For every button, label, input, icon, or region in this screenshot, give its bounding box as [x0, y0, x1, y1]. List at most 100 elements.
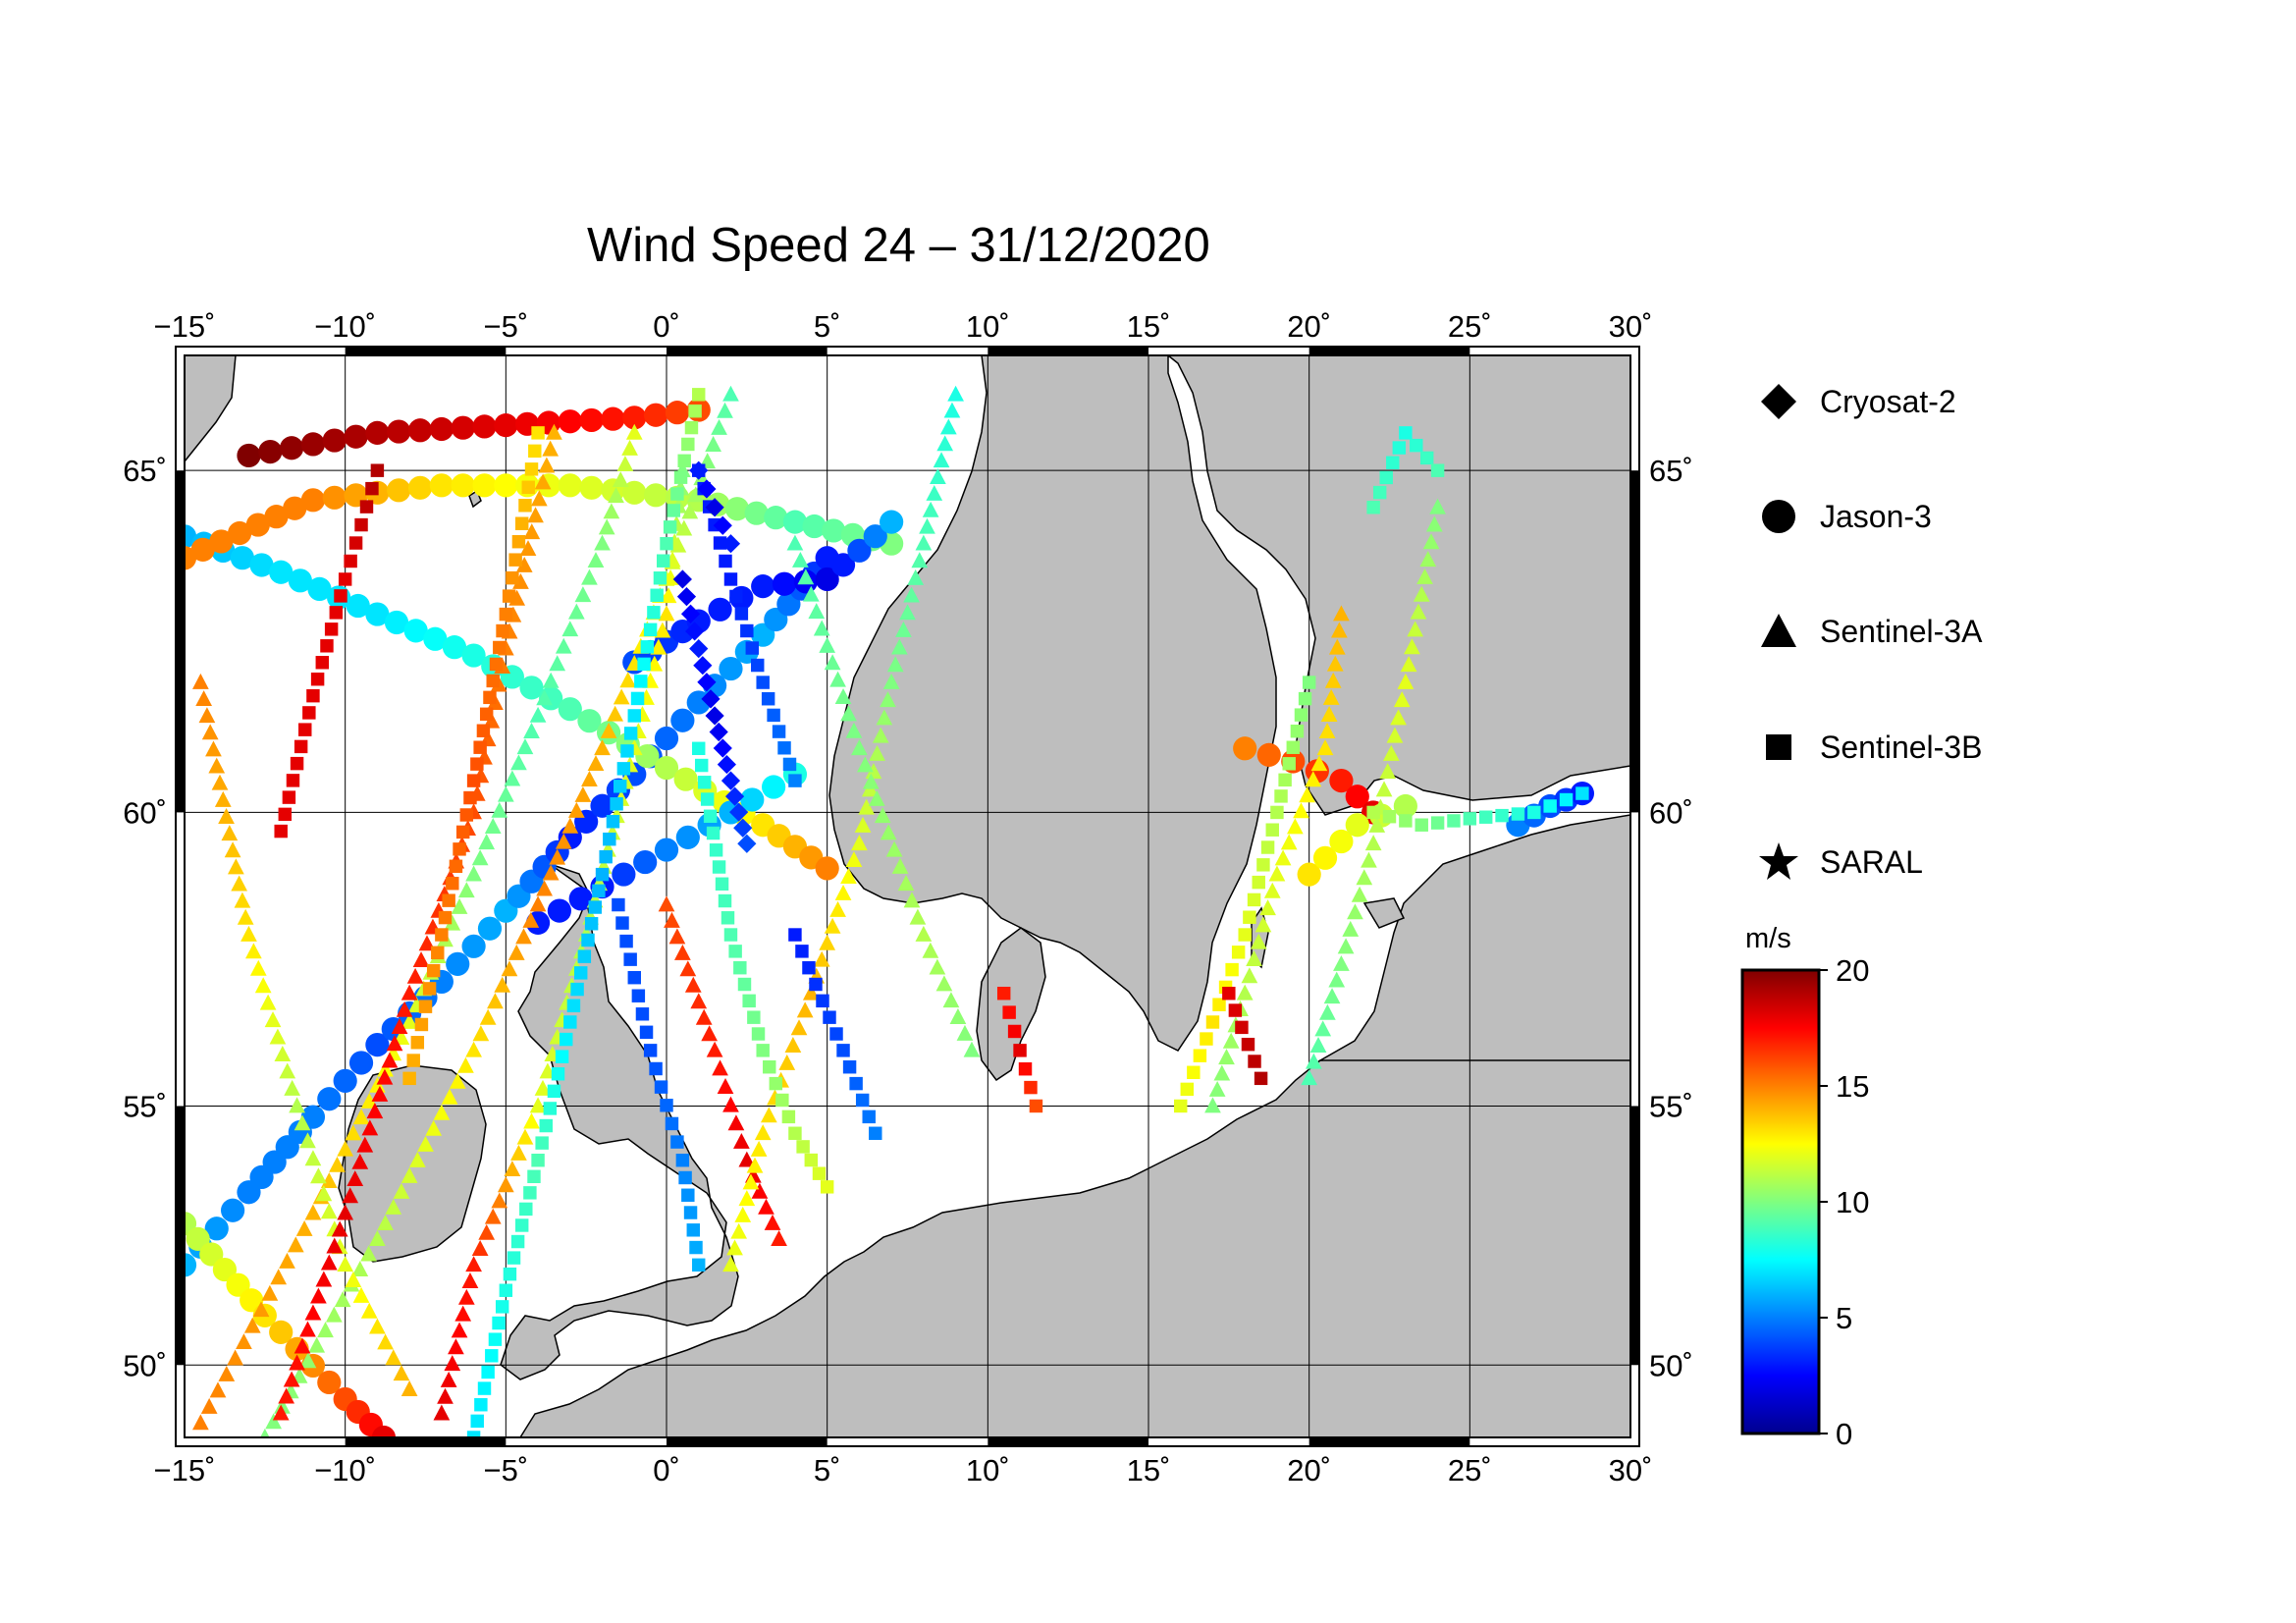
sentinel-3a-point [668, 928, 686, 945]
sentinel-3a-point [1330, 622, 1348, 638]
sentinel-3a-point [1375, 781, 1393, 797]
sentinel-3b-point [692, 741, 706, 756]
sentinel-3a-point [228, 858, 244, 875]
jason-3-point [654, 726, 679, 751]
sentinel-3b-point [796, 1140, 810, 1154]
sentinel-3a-point [516, 1128, 534, 1145]
sentinel-3b-point [584, 917, 599, 931]
sentinel-3b-point [320, 639, 334, 653]
sentinel-3a-point [796, 1001, 814, 1018]
sentinel-3a-point [406, 967, 424, 984]
sentinel-3b-point [623, 727, 638, 740]
sentinel-3b-point [740, 623, 754, 638]
sentinel-3a-point [224, 841, 241, 858]
sentinel-3b-point [723, 928, 738, 942]
sentinel-3a-point [249, 959, 267, 976]
legend-label: Cryosat-2 [1820, 383, 1956, 419]
sentinel-3a-point [342, 1187, 359, 1204]
baltic-land [1317, 814, 1630, 1061]
sentinel-3a-point [1416, 568, 1433, 584]
sentinel-3b-point [431, 946, 445, 960]
longitude-label-top: 25˚ [1448, 309, 1492, 344]
sentinel-3b-point [488, 1332, 503, 1346]
sentinel-3a-point [555, 833, 572, 849]
sentinel-3a-point [840, 705, 857, 722]
sentinel-3b-point [1256, 858, 1270, 872]
sentinel-3b-point [521, 480, 535, 495]
sentinel-3b-point [709, 843, 723, 857]
sentinel-3a-point [872, 727, 889, 743]
jason-3-point [830, 553, 856, 577]
longitude-label-bottom: 25˚ [1448, 1453, 1492, 1488]
sentinel-3b-point [1382, 809, 1397, 824]
sentinel-3a-point [792, 551, 809, 568]
sentinel-3a-point [478, 1223, 496, 1240]
sentinel-3b-point [1187, 1065, 1201, 1079]
sentinel-3a-point [574, 785, 592, 802]
sentinel-3a-point [722, 1256, 739, 1272]
latitude-label-left: 50˚ [123, 1348, 167, 1382]
sentinel-3b-point [1254, 1071, 1268, 1086]
sentinel-3a-point [890, 638, 908, 655]
jason-3-point [204, 1217, 229, 1241]
jason-3-point [190, 537, 215, 562]
longitude-label-bottom: 30˚ [1609, 1453, 1653, 1488]
jason-3-point [643, 483, 668, 508]
sentinel-3a-point [484, 818, 502, 834]
longitude-label-bottom: −15˚ [154, 1453, 216, 1488]
sentinel-3a-point [581, 771, 598, 786]
sentinel-3a-point [1319, 1003, 1336, 1020]
sentinel-3b-point [514, 1218, 529, 1232]
jason-3-point [782, 510, 808, 534]
sentinel-3b-point [1002, 1005, 1016, 1019]
jason-3-point [280, 436, 304, 460]
sentinel-3b-point [510, 1234, 525, 1249]
jason-3-point [815, 856, 839, 881]
latitude-label-right: 65˚ [1649, 454, 1693, 488]
sentinel-3a-point [331, 1220, 348, 1237]
sentinel-3a-point [919, 517, 935, 534]
sentinel-3b-point [804, 1153, 819, 1167]
sentinel-3a-point [1322, 688, 1340, 705]
sentinel-3b-point [581, 933, 595, 947]
sentinel-3a-point [523, 523, 541, 540]
sentinel-3a-point [457, 1056, 474, 1073]
sentinel-3b-point [511, 534, 526, 549]
jason-3-point [446, 951, 470, 976]
sentinel-3a-point [315, 1271, 333, 1287]
sentinel-3a-point [437, 1387, 454, 1404]
sentinel-3a-point [515, 556, 533, 572]
sentinel-3a-point [1259, 899, 1276, 916]
sentinel-3a-point [1328, 971, 1346, 988]
sentinel-3b-point [670, 487, 684, 501]
sentinel-3a-point [465, 1041, 482, 1057]
sentinel-3b-point [470, 757, 484, 771]
sentinel-3a-point [845, 722, 863, 738]
sentinel-3a-point [465, 865, 482, 882]
sentinel-3a-point [778, 1054, 796, 1070]
sentinel-3a-point [567, 603, 585, 620]
jason-3-point [365, 602, 390, 626]
jason-3-point [407, 418, 433, 443]
sentinel-3b-point [477, 1381, 492, 1395]
sentinel-3b-point [514, 516, 529, 530]
sentinel-3b-point [519, 1202, 533, 1217]
sentinel-3a-point [819, 934, 836, 950]
sentinel-3a-point [209, 1381, 227, 1398]
sentinel-3b-point [570, 982, 584, 997]
sentinel-3a-point [369, 1318, 386, 1334]
great-britain-land [500, 863, 739, 1380]
sentinel-3a-point [956, 1024, 974, 1041]
sentinel-3b-point [486, 674, 500, 688]
sentinel-3a-point [594, 534, 611, 551]
sentinel-3a-point [385, 1198, 402, 1215]
sentinel-3a-point [1407, 621, 1424, 637]
sentinel-3a-point [320, 1203, 338, 1219]
longitude-label-top: −5˚ [483, 309, 528, 344]
jason-3-point [461, 643, 486, 668]
cryosat-2-point [680, 604, 701, 623]
longitude-label-top: 10˚ [966, 309, 1010, 344]
jason-3-point [772, 571, 797, 596]
sentinel-3a-point [376, 1068, 394, 1085]
